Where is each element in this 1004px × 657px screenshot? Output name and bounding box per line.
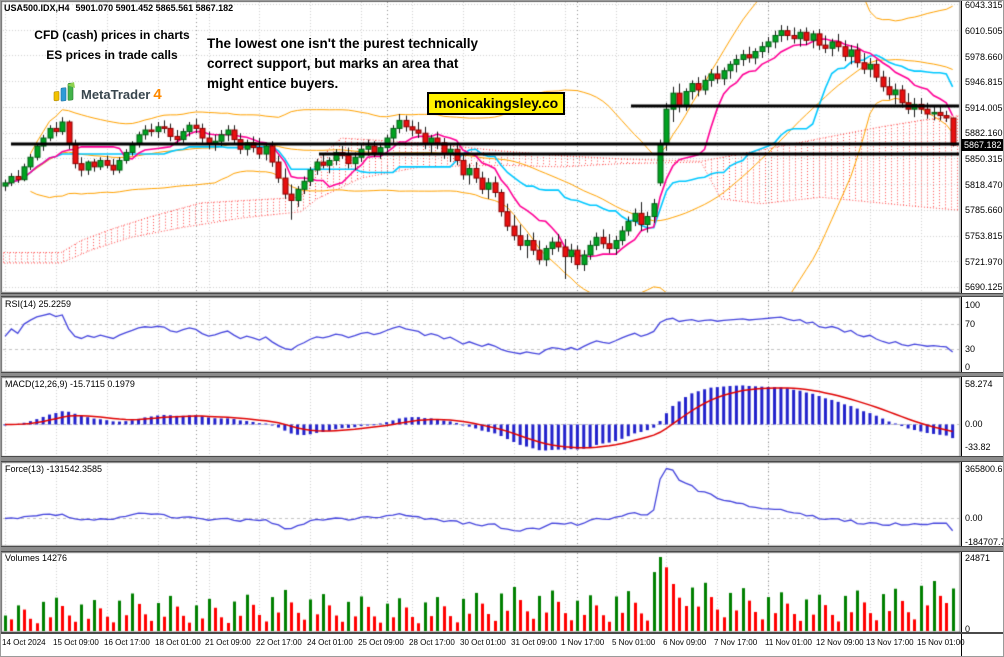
force-level-label: 365800.693 (965, 464, 1003, 474)
rsi-level-label: 70 (965, 319, 976, 329)
time-axis-label: 30 Oct 01:00 (460, 638, 506, 647)
volume-level-label: 0 (965, 624, 971, 634)
metatrader-logo: MetaTrader 4 (53, 81, 162, 108)
time-axis-label: 21 Oct 09:00 (205, 638, 251, 647)
price-axis-label: 5690.125 (965, 282, 1003, 292)
time-axis-label: 5 Nov 01:00 (612, 638, 656, 647)
macd-panel-label: MACD(12,26,9) -15.7115 0.1979 (5, 379, 135, 389)
price-axis-label: 5850.315 (965, 154, 1003, 164)
price-axis-label: 5721.970 (965, 257, 1003, 267)
commentary-note-line: The lowest one isn't the purest technica… (207, 36, 479, 51)
time-axis-label: 28 Oct 17:00 (409, 638, 455, 647)
metatrader-logo-text: MetaTrader (81, 87, 151, 102)
force-level-label: 0.00 (965, 513, 983, 523)
volumes-panel-label: Volumes 14276 (5, 553, 68, 563)
time-axis-label: 13 Nov 17:00 (866, 638, 914, 647)
time-axis-label: 14 Oct 2024 (2, 638, 46, 647)
cfd-note-line2: ES prices in trade calls (46, 48, 178, 62)
price-axis-label: 6010.505 (965, 26, 1003, 36)
time-axis-label: 16 Oct 17:00 (104, 638, 150, 647)
commentary-note: The lowest one isn't the purest technica… (207, 34, 507, 94)
macd-level-label: 58.274 (965, 379, 993, 389)
time-axis-label: 15 Oct 09:00 (53, 638, 99, 647)
metatrader-logo-icon (53, 81, 77, 108)
current-price-box: 5867.182 (961, 139, 1003, 151)
macd-level-label: 0.00 (965, 419, 983, 429)
price-axis-label: 5914.005 (965, 103, 1003, 113)
time-axis-label: 1 Nov 17:00 (561, 638, 605, 647)
rsi-level-label: 0 (965, 362, 971, 372)
rsi-level-label: 30 (965, 344, 976, 354)
time-axis-label: 31 Oct 09:00 (511, 638, 557, 647)
rsi-panel-label: RSI(14) 25.2259 (5, 299, 72, 309)
cfd-note: CFD (cash) prices in charts ES prices in… (17, 25, 207, 65)
commentary-note-line: might entice buyers. (207, 76, 339, 91)
force-panel-label: Force(13) -131542.3585 (5, 464, 103, 474)
time-axis-label: 15 Nov 01:00 (917, 638, 965, 647)
price-axis-label: 5818.470 (965, 180, 1003, 190)
time-axis-label: 7 Nov 17:00 (714, 638, 758, 647)
force-level-label: -184707.78 (965, 537, 1003, 547)
macd-level-label: -33.82 (965, 442, 991, 452)
price-axis-label: 5753.815 (965, 231, 1003, 241)
price-axis-label: 5785.660 (965, 205, 1003, 215)
volume-level-label: 24871 (965, 553, 991, 563)
time-axis-label: 25 Oct 09:00 (358, 638, 404, 647)
price-axis-label: 6043.315 (965, 0, 1003, 10)
time-axis-label: 6 Nov 09:00 (663, 638, 707, 647)
time-axis-label: 12 Nov 09:00 (816, 638, 864, 647)
price-axis-label: 5946.815 (965, 77, 1003, 87)
panel-separator[interactable] (1, 372, 1003, 377)
time-axis-label: 18 Oct 01:00 (155, 638, 201, 647)
time-axis-label: 11 Nov 01:00 (765, 638, 812, 647)
rsi-level-label: 100 (965, 300, 981, 310)
panel-separator[interactable] (1, 293, 1003, 297)
price-axis[interactable]: 6043.315 6010.505 5978.660 5946.815 5914… (961, 0, 1003, 656)
cfd-note-line1: CFD (cash) prices in charts (34, 28, 190, 42)
panel-separator (1, 632, 1003, 634)
panel-separator[interactable] (1, 546, 1003, 552)
symbol-period-label: USA500.IDX,H4 (4, 3, 70, 13)
website-badge: monicakingsley.co (427, 92, 566, 115)
price-axis-label: 5882.160 (965, 128, 1003, 138)
price-axis-label: 5978.660 (965, 52, 1003, 62)
time-axis-label: 22 Oct 17:00 (256, 638, 302, 647)
metatrader-logo-number: 4 (153, 86, 162, 103)
commentary-note-line: correct support, but marks an area that (207, 56, 459, 71)
time-axis-label: 24 Oct 01:00 (307, 638, 353, 647)
chart-title: USA500.IDX,H4 5901.070 5901.452 5865.561 … (4, 3, 239, 13)
ohlc-values: 5901.070 5901.452 5865.561 5867.182 (75, 3, 234, 13)
panel-separator[interactable] (1, 456, 1003, 462)
